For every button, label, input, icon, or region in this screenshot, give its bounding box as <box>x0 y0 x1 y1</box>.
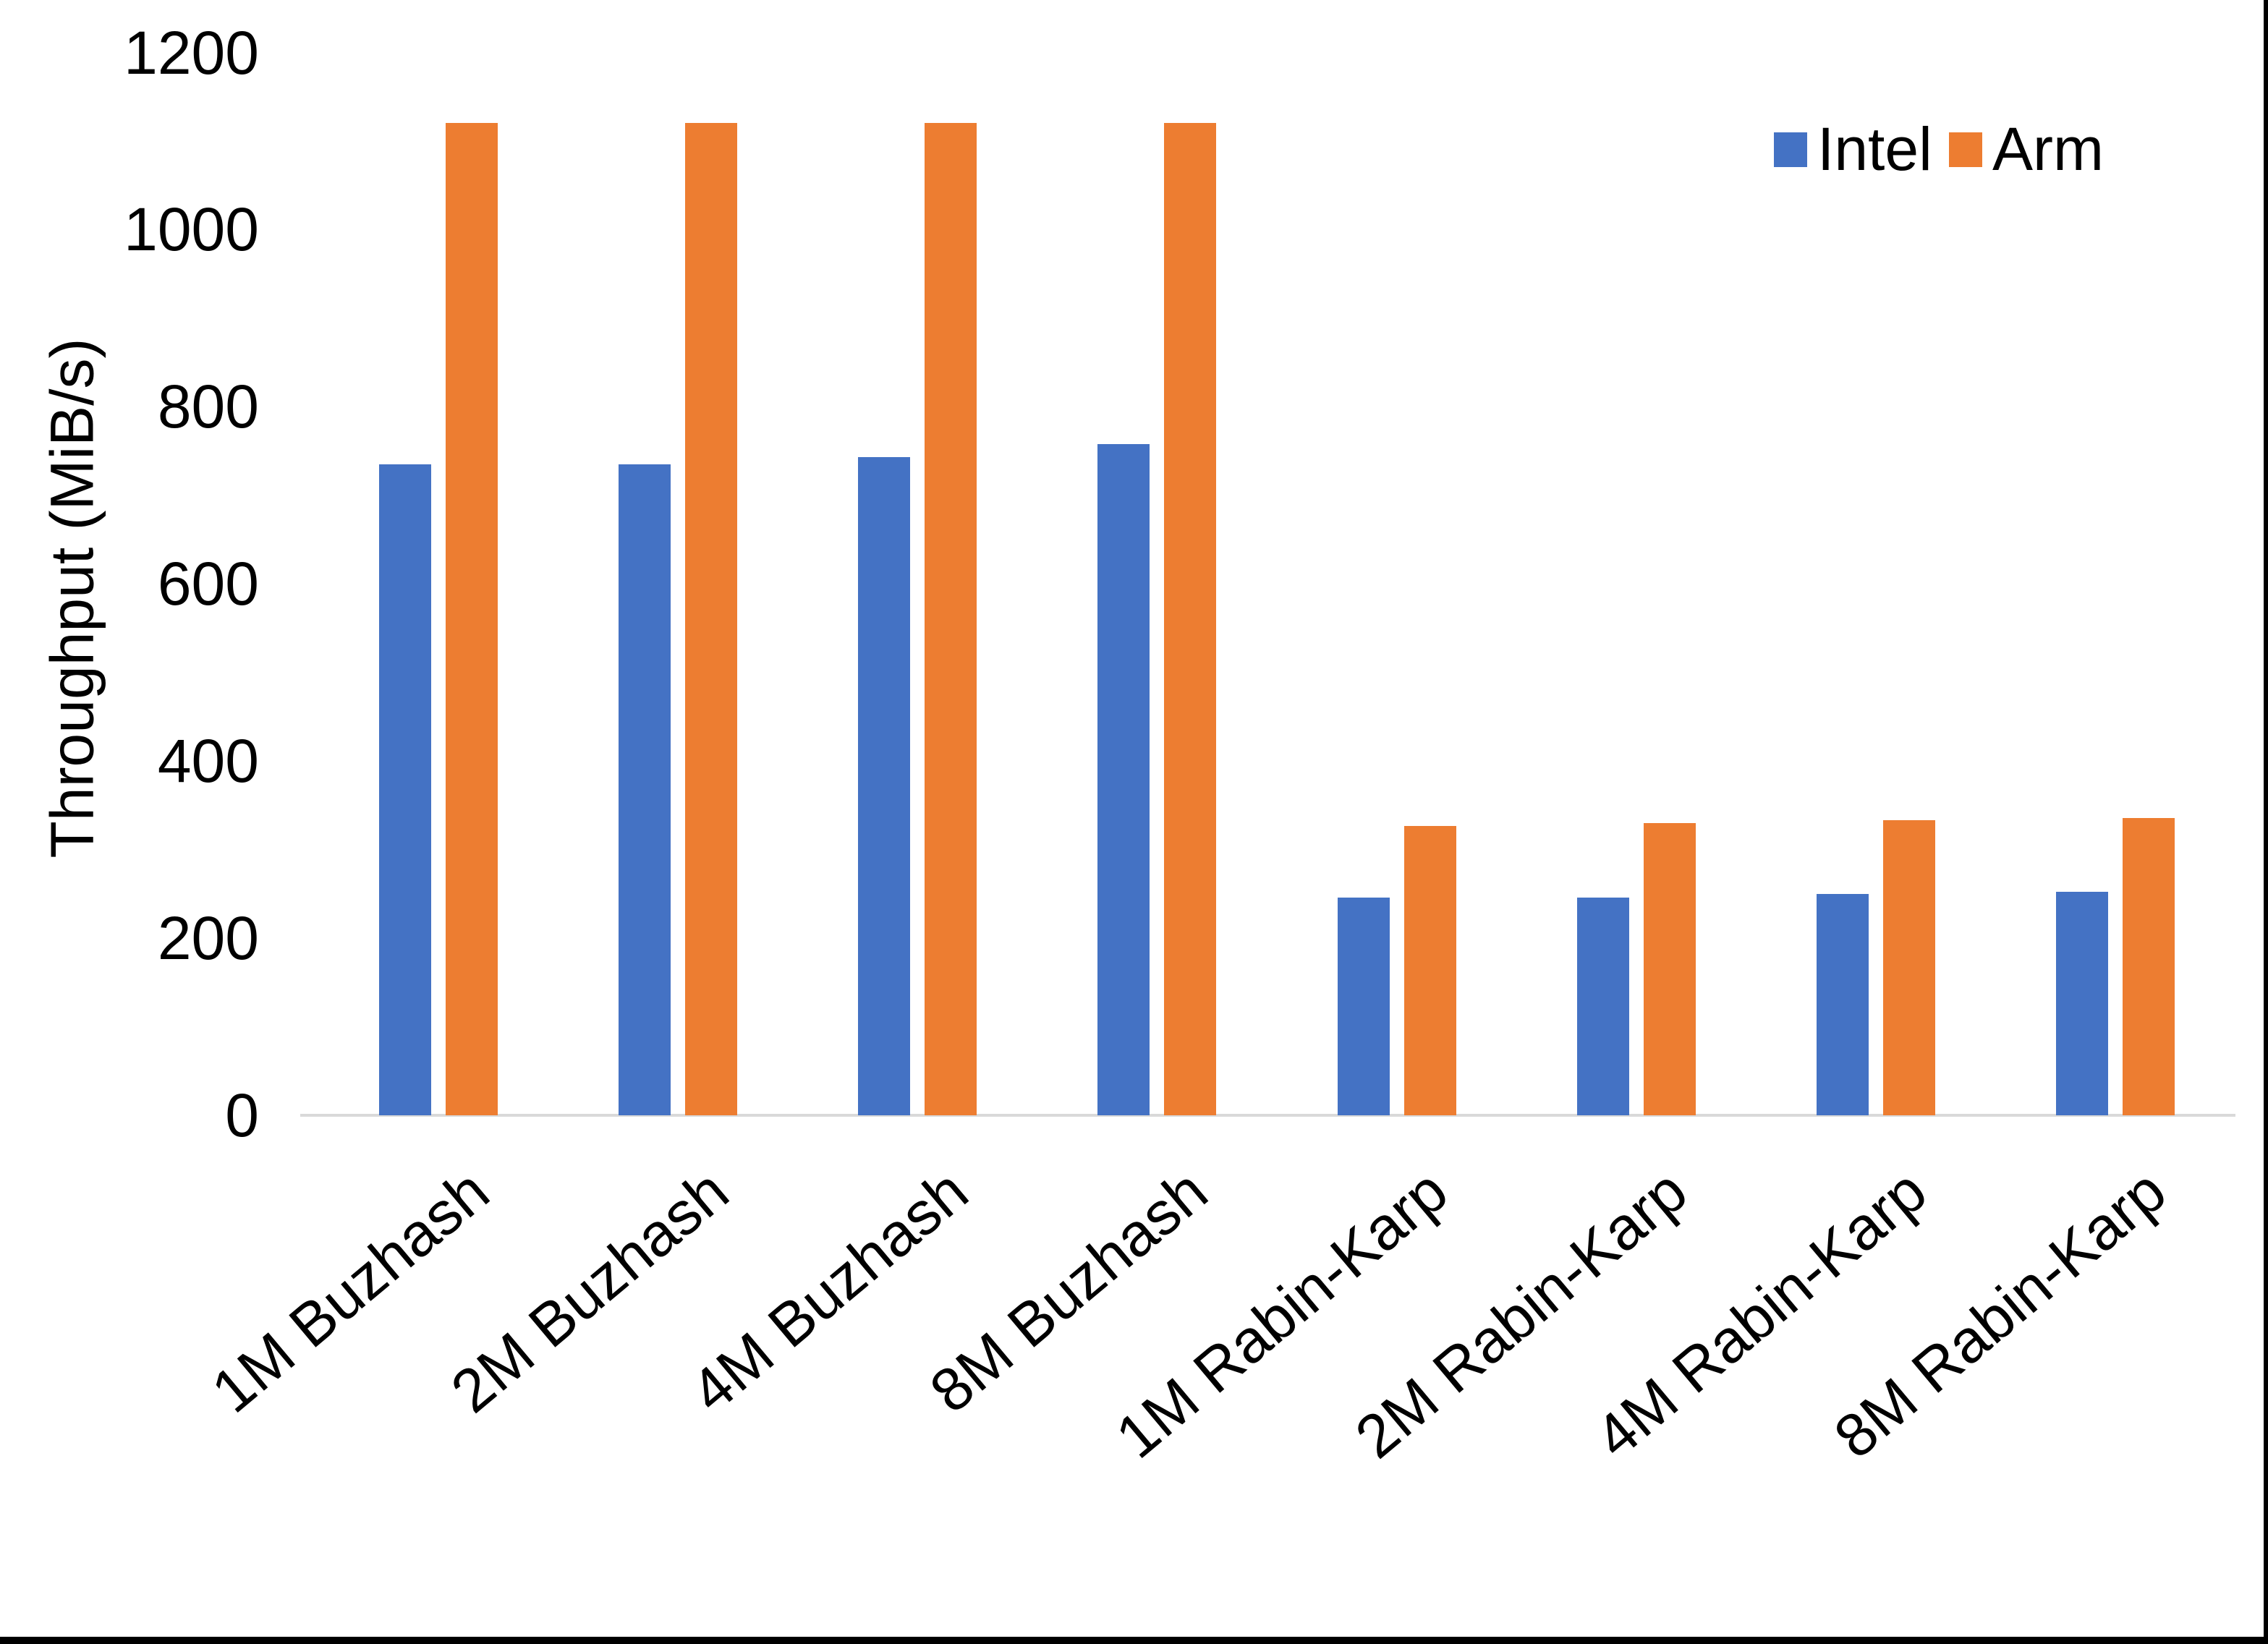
y-tick-label-400: 400 <box>157 727 259 796</box>
x-axis-line <box>300 1114 2235 1117</box>
legend-swatch-intel <box>1774 132 1807 167</box>
screenshot-right-border <box>2264 0 2268 1644</box>
bar-arm-4m-rabin-karp <box>1883 820 1936 1115</box>
bar-arm-1m-buzhash <box>445 123 498 1115</box>
bar-intel-8m-buzhash <box>1097 443 1150 1115</box>
y-tick-label-600: 600 <box>157 550 259 618</box>
legend-swatch-arm <box>1949 132 1982 167</box>
y-tick-label-1200: 1200 <box>124 18 259 87</box>
bar-arm-2m-rabin-karp <box>1643 822 1696 1115</box>
bar-arm-8m-buzhash <box>1164 123 1217 1115</box>
bar-arm-4m-buzhash <box>925 123 977 1115</box>
bar-intel-1m-rabin-karp <box>1337 897 1390 1115</box>
bar-arm-2m-buzhash <box>684 123 737 1115</box>
y-tick-label-800: 800 <box>157 372 259 441</box>
bar-arm-8m-rabin-karp <box>2123 817 2175 1115</box>
bar-intel-4m-buzhash <box>858 457 911 1115</box>
legend-label-intel: Intel <box>1817 115 1932 183</box>
y-tick-label-1000: 1000 <box>124 195 259 264</box>
bar-intel-4m-rabin-karp <box>1817 893 1869 1115</box>
y-tick-label-0: 0 <box>225 1081 259 1149</box>
bar-intel-2m-rabin-karp <box>1576 897 1629 1115</box>
bar-intel-2m-buzhash <box>618 464 671 1115</box>
legend-label-arm: Arm <box>1992 115 2104 183</box>
bar-intel-8m-rabin-karp <box>2056 892 2109 1115</box>
bar-arm-1m-rabin-karp <box>1403 825 1456 1115</box>
y-tick-label-200: 200 <box>157 904 259 973</box>
bar-intel-1m-buzhash <box>378 464 431 1115</box>
screenshot-bottom-border <box>0 1637 2268 1644</box>
